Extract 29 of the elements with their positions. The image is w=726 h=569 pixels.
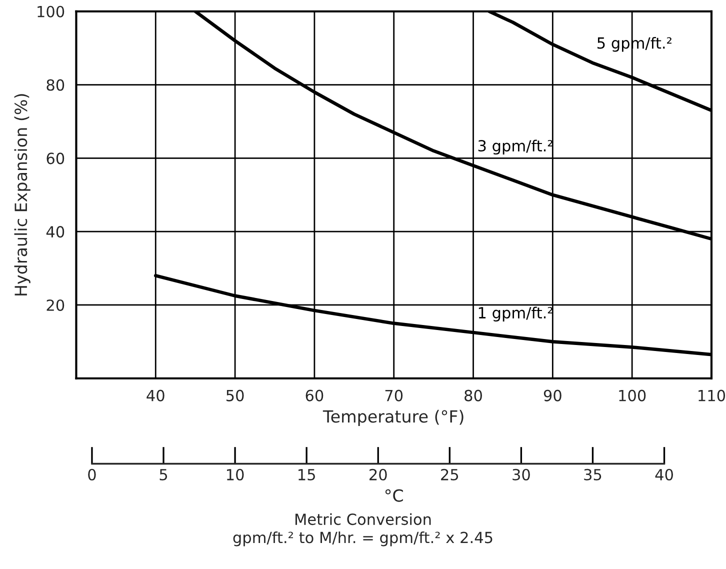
x2-tick-label: 30 [512,468,530,480]
x-tick-label: 110 [698,390,726,402]
x2-tick-label: 0 [88,468,96,480]
x2-axis-title: °C [385,489,403,502]
y-tick-label: 20 [46,299,64,312]
x-tick-label: 60 [306,390,324,402]
x2-tick-label: 20 [370,468,387,480]
series-label: 3 gpm/ft.² [478,140,552,155]
x2-tick-label: 15 [298,469,315,480]
x2-tick-label: 10 [227,468,244,480]
y-tick-label: 40 [46,226,64,238]
series-label: 1 gpm/ft.² [478,306,552,322]
x2-tick-label: 25 [441,468,458,480]
x-axis-title: Temperature (°F) [322,410,464,426]
text: gpm/ft.² to M/hr. = gpm/ft.² x 2.45 [233,531,492,546]
x-tick-label: 80 [464,390,482,402]
text: Metric Conversion [295,513,431,526]
y-tick-label: 60 [46,152,64,164]
y-axis-title: Hydraulic Expansion (%) [14,94,30,296]
x-tick-label: 40 [146,390,164,402]
x2-tick-label: 35 [584,468,602,480]
x2-tick-label: 5 [160,469,168,480]
x-tick-label: 100 [619,390,646,402]
y-tick-label: 100 [38,6,64,18]
x-tick-label: 70 [385,390,403,402]
x-tick-label: 90 [544,390,562,402]
y-tick-label: 80 [46,79,64,91]
x2-tick-label: 40 [655,468,673,480]
x-tick-label: 50 [226,390,244,402]
